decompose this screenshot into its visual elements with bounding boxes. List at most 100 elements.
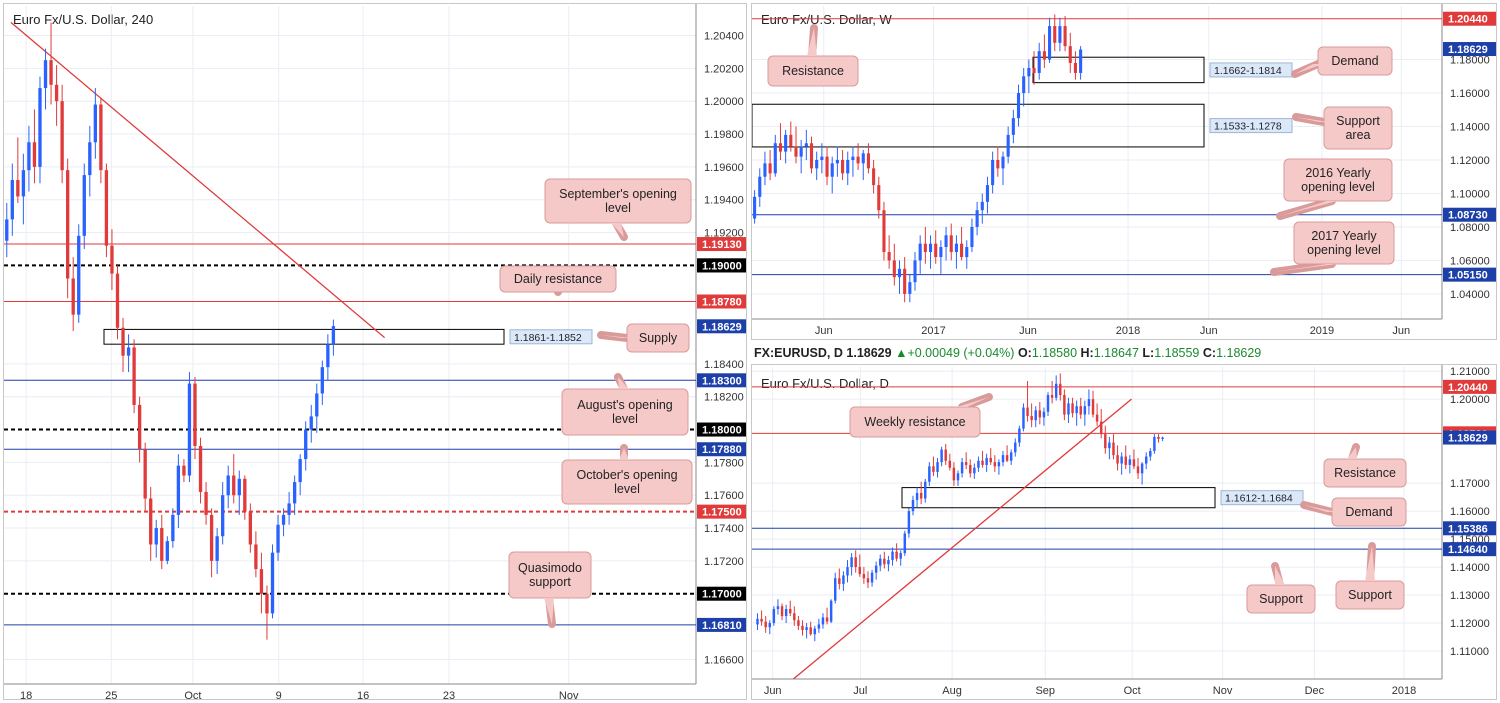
x-tick-label: Sep	[1035, 685, 1055, 697]
zone-label: 1.1612-1.1684	[1225, 493, 1293, 505]
candle-body	[1079, 406, 1082, 415]
candle-body	[1009, 452, 1013, 461]
candle-body	[121, 327, 125, 356]
candle-body	[772, 609, 776, 624]
candle-body	[874, 565, 878, 573]
candle-body	[1128, 459, 1132, 465]
candle-body	[104, 170, 109, 246]
price-tag-label: 1.17000	[702, 589, 742, 601]
candle-body	[996, 159, 1000, 169]
candle-body	[209, 514, 214, 561]
candle-body	[309, 416, 313, 430]
candle-body	[149, 498, 153, 545]
candle-body	[936, 462, 939, 472]
h4-chart-panel[interactable]: Euro Fx/U.S. Dollar, 240 1.1861-1.1852 1.…	[3, 3, 747, 700]
candle-body	[287, 503, 291, 515]
candle-body	[1014, 442, 1017, 453]
annotation-callout: Support	[1335, 542, 1405, 610]
candle-body	[932, 466, 935, 472]
daily-chart-svg[interactable]: 1.1612-1.1684 1.21000 1.20000 1.17000 1.1600…	[752, 365, 1496, 699]
candle-body	[1063, 26, 1067, 47]
y-tick-label: 1.18400	[704, 359, 744, 371]
x-tick-label: Oct	[184, 690, 201, 699]
x-tick-label: 23	[443, 690, 455, 699]
candle-body	[21, 170, 26, 197]
candle-body	[964, 462, 968, 465]
candle-body	[331, 326, 336, 345]
callout-box	[1317, 46, 1393, 76]
candle-body	[193, 383, 197, 446]
candle-body	[10, 180, 14, 220]
candle-body	[1038, 410, 1042, 418]
x-tick-label: 16	[357, 690, 369, 699]
candle-body	[856, 156, 860, 164]
annotation-callout: Resistance	[1323, 443, 1407, 488]
candle-body	[1140, 463, 1144, 474]
candle-body	[829, 600, 833, 622]
callout-box	[1293, 221, 1395, 265]
candle-body	[903, 268, 907, 294]
candle-body	[232, 475, 236, 496]
zone-label: 1.1662-1.1814	[1214, 65, 1282, 77]
candle-body	[1042, 411, 1046, 418]
zone-box	[901, 487, 1216, 509]
x-tick-label: Dec	[1305, 685, 1325, 697]
candle-body	[1116, 455, 1119, 464]
candle-body	[1030, 415, 1033, 421]
candle-body	[789, 609, 792, 614]
candle-body	[38, 88, 42, 167]
candle-body	[1144, 456, 1148, 464]
candle-body	[918, 243, 922, 261]
candle-body	[1011, 118, 1015, 135]
candle-body	[965, 247, 969, 258]
callout-pointer-tip	[1274, 264, 1337, 272]
candle-body	[82, 175, 86, 236]
candle-body	[1026, 407, 1029, 416]
h4-chart-svg[interactable]: 1.1861-1.1852 1.20400 1.20200 1.20000 1.1980…	[4, 4, 746, 699]
candle-body	[126, 347, 131, 356]
callout-label: August's opening	[577, 398, 673, 412]
y-tick-label: 1.21000	[1450, 366, 1490, 378]
close-value: 1.18629	[1216, 346, 1262, 360]
candle-body	[276, 524, 280, 553]
price-tag-bg	[697, 319, 746, 334]
candle-body	[115, 273, 120, 328]
candle-body	[846, 567, 849, 576]
callout-label: Demand	[1345, 505, 1392, 519]
callout-label: Support	[1348, 588, 1392, 602]
daily-chart-panel[interactable]: Euro Fx/U.S. Dollar, D 1.1612-1.1684 1.21…	[751, 364, 1497, 700]
candle-body	[895, 551, 898, 559]
y-tick-label: 1.17200	[704, 556, 744, 568]
y-tick-label: 1.12000	[1450, 155, 1490, 167]
open-value: 1.18580	[1031, 346, 1078, 360]
x-tick-label: 25	[105, 690, 117, 699]
candle-body	[1018, 428, 1021, 443]
y-tick-label: 1.11000	[1450, 646, 1489, 658]
candle-body	[872, 168, 876, 186]
candle-body	[899, 553, 902, 559]
candle-body	[1037, 51, 1041, 73]
candle-body	[315, 393, 319, 417]
candle-body	[298, 459, 302, 483]
candle-body	[1091, 399, 1095, 415]
price-tag-bg	[697, 373, 746, 388]
candle-body	[830, 163, 834, 177]
candle-body	[143, 449, 147, 499]
candle-body	[879, 558, 882, 566]
candle-body	[776, 606, 780, 610]
candle-body	[204, 491, 208, 515]
candle-body	[1087, 399, 1091, 407]
candle-body	[1048, 26, 1052, 60]
candle-body	[944, 235, 948, 248]
candle-body	[887, 560, 890, 565]
candle-body	[952, 467, 956, 481]
y-tick-label: 1.20000	[704, 96, 744, 108]
candle-body	[977, 460, 980, 468]
callout-box	[499, 265, 617, 293]
x-tick-label: 2017	[921, 325, 945, 337]
candle-body	[866, 578, 870, 583]
weekly-chart-panel[interactable]: Euro Fx/U.S. Dollar, W 1.1662-1.1814 1.15…	[751, 3, 1497, 340]
trendline	[10, 21, 386, 339]
weekly-chart-svg[interactable]: 1.1662-1.1814 1.1533-1.1278 1.18000 1.16000…	[752, 4, 1496, 339]
